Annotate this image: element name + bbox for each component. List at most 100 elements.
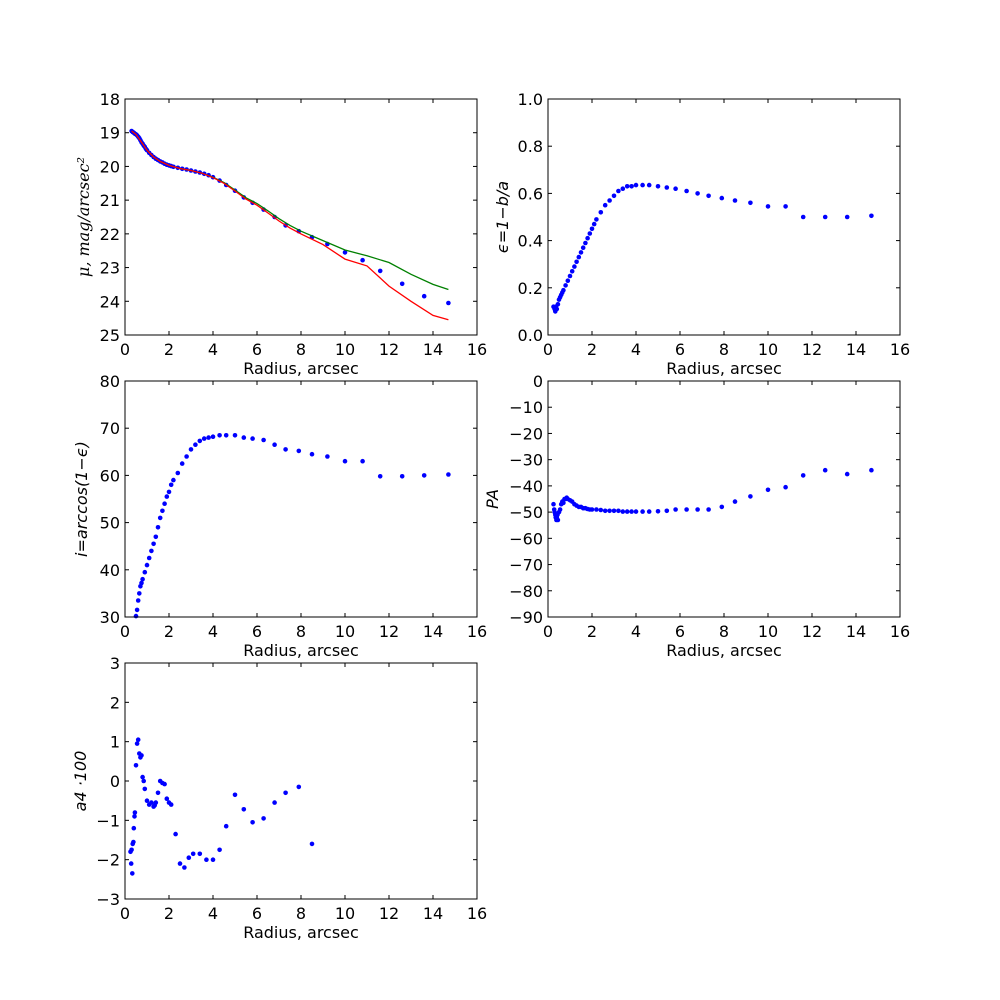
x-tick-label: 14 — [846, 622, 866, 641]
data-point — [664, 508, 670, 514]
y-axis-label: a4 ·100 — [71, 751, 90, 812]
data-point — [296, 784, 302, 790]
data-point — [197, 851, 203, 857]
y-tick-label: −1 — [96, 811, 120, 830]
y-tick-label: 70 — [100, 419, 120, 438]
data-point — [261, 437, 266, 443]
y-tick-label: 19 — [100, 124, 120, 143]
data-point — [591, 221, 597, 227]
data-point — [204, 857, 209, 862]
y-tick-label: 0.8 — [518, 137, 543, 156]
x-tick-label: 4 — [208, 622, 218, 641]
data-point — [190, 851, 196, 857]
y-tick-label: −50 — [509, 503, 543, 522]
data-point — [719, 504, 725, 510]
data-point — [131, 839, 136, 845]
data-point — [182, 865, 187, 870]
data-point — [446, 472, 451, 477]
data-point — [149, 548, 154, 554]
data-point — [139, 580, 144, 586]
data-point — [137, 591, 142, 596]
data-point — [563, 283, 568, 288]
panel-position-angle-marks — [551, 467, 874, 523]
data-point — [128, 861, 134, 866]
x-tick-label: 8 — [719, 340, 729, 359]
panel-inclination: 0 2 4 6 8 10 12 14 16 30 40 50 60 70 80 Radius, arcsec… — [72, 372, 487, 660]
data-point — [640, 509, 645, 514]
data-point — [633, 509, 639, 514]
x-tick-label: 10 — [335, 622, 355, 641]
y-tick-label: 30 — [100, 608, 120, 627]
y-tick-label: 25 — [100, 326, 120, 345]
x-tick-label: 10 — [335, 340, 355, 359]
data-point — [132, 810, 138, 815]
y-tick-label: 0 — [533, 372, 543, 391]
data-point — [748, 200, 753, 206]
data-point — [869, 467, 874, 473]
data-point — [576, 254, 582, 260]
data-point — [616, 508, 621, 514]
data-point — [557, 507, 563, 512]
data-point — [201, 436, 207, 441]
data-point — [555, 302, 561, 307]
data-point — [134, 607, 140, 613]
data-point — [655, 509, 661, 514]
y-tick-label: −2 — [96, 851, 120, 870]
data-point — [325, 454, 330, 459]
data-point — [360, 257, 365, 263]
x-tick-label: 12 — [802, 340, 822, 359]
series-line — [131, 130, 449, 321]
data-point — [309, 841, 315, 847]
data-point — [646, 182, 652, 188]
data-point — [223, 433, 229, 438]
data-point — [377, 268, 383, 274]
y-tick-label: 80 — [100, 372, 120, 391]
data-point — [607, 198, 612, 203]
y-tick-label: 40 — [100, 561, 120, 580]
data-point — [283, 447, 288, 452]
x-tick-label: 14 — [423, 622, 443, 641]
data-point — [598, 210, 604, 215]
data-point — [629, 184, 634, 189]
data-point — [732, 499, 738, 504]
data-point — [155, 525, 161, 530]
x-tick-label: 0 — [120, 340, 130, 359]
data-point — [250, 436, 255, 441]
data-point — [611, 193, 617, 199]
data-point — [748, 494, 753, 499]
x-tick-label: 4 — [208, 904, 218, 923]
panel-inclination-marks — [133, 433, 451, 619]
data-point — [844, 471, 850, 477]
x-tick-label: 12 — [802, 622, 822, 641]
data-point — [673, 507, 678, 512]
data-point — [342, 250, 348, 255]
y-tick-label: 24 — [100, 292, 120, 311]
data-point — [186, 855, 192, 860]
data-point — [162, 781, 167, 787]
panel-ellipticity-marks — [551, 182, 874, 314]
x-tick-label: 6 — [675, 340, 685, 359]
data-point — [620, 509, 626, 514]
x-tick-label: 4 — [631, 622, 641, 641]
data-point — [146, 555, 152, 561]
data-point — [157, 515, 163, 521]
data-point — [130, 871, 135, 876]
x-tick-label: 2 — [587, 622, 597, 641]
data-point — [175, 470, 181, 476]
y-tick-label: −3 — [96, 890, 120, 909]
data-point — [594, 217, 599, 222]
data-point — [598, 507, 604, 513]
data-point — [153, 800, 159, 805]
x-tick-label: 2 — [164, 340, 174, 359]
data-point — [732, 198, 738, 203]
data-point — [783, 484, 788, 490]
data-point — [554, 306, 560, 312]
data-point — [684, 188, 689, 194]
x-tick-label: 16 — [890, 622, 910, 641]
data-point — [133, 763, 139, 768]
data-point — [646, 509, 652, 514]
data-point — [168, 802, 174, 807]
y-tick-label: 0 — [110, 772, 120, 791]
